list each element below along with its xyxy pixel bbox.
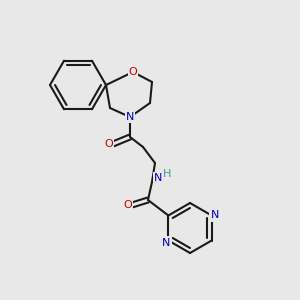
Text: H: H: [163, 169, 171, 179]
Text: N: N: [154, 173, 162, 183]
Text: N: N: [162, 238, 170, 248]
Text: N: N: [126, 112, 134, 122]
Text: N: N: [211, 211, 219, 220]
Text: O: O: [105, 139, 113, 149]
Text: O: O: [129, 67, 137, 77]
Text: O: O: [124, 200, 132, 210]
